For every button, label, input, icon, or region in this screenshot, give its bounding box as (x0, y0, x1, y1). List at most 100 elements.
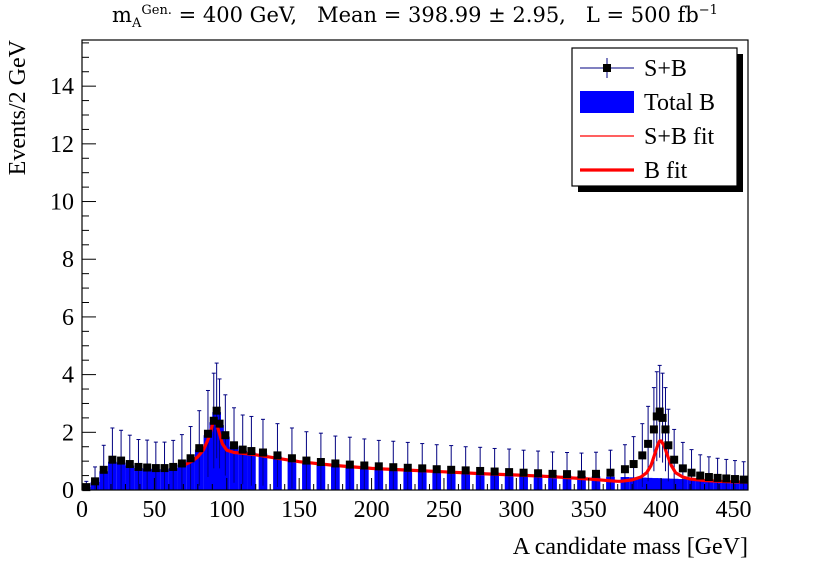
sb-data-marker (696, 471, 705, 480)
sb-data-marker (117, 456, 126, 465)
sb-data-marker (629, 460, 638, 469)
x-tick-label: 150 (281, 497, 317, 523)
x-tick-label: 100 (209, 497, 245, 523)
sb-data-marker (82, 483, 91, 492)
x-tick-label: 300 (498, 497, 534, 523)
sb-data-marker (151, 464, 160, 473)
y-tick-label: 2 (62, 420, 74, 446)
y-tick-label: 8 (62, 247, 74, 273)
total-b-bar (664, 478, 673, 490)
sb-data-marker (739, 475, 748, 484)
sb-data-marker (476, 466, 485, 475)
sb-data-marker (606, 468, 615, 477)
sb-data-marker (389, 463, 398, 472)
sb-data-marker (620, 465, 629, 474)
total-b-bar (643, 477, 653, 490)
legend-label: S+B fit (644, 124, 715, 150)
sb-data-marker (360, 461, 369, 470)
chart-title: mAGen. = 400 GeV, Mean = 398.99 ± 2.95, … (0, 3, 830, 31)
sb-data-marker (418, 464, 427, 473)
sb-data-marker (704, 473, 713, 482)
title-lumi-exponent: −1 (698, 3, 718, 18)
sb-data-marker (403, 463, 412, 472)
sb-fit-curve (620, 439, 749, 484)
x-tick-label: 200 (354, 497, 390, 523)
sb-data-marker (177, 459, 186, 468)
legend-box (571, 47, 738, 187)
title-m-sub: A (131, 16, 142, 32)
sb-data-marker (490, 467, 499, 476)
sb-data-marker (374, 462, 383, 471)
sb-data-marker (649, 425, 658, 434)
sb-data-marker (577, 470, 586, 479)
sb-data-marker (258, 448, 267, 457)
legend-total-b-swatch (580, 91, 634, 113)
sb-data-marker (195, 444, 204, 453)
sb-data-marker (221, 431, 230, 440)
sb-data-marker (722, 474, 731, 483)
legend-label: Total B (644, 90, 715, 116)
y-tick-label: 6 (62, 305, 74, 331)
x-tick-label: 50 (142, 497, 166, 523)
x-tick-label: 450 (716, 497, 752, 523)
sb-data-marker (345, 460, 354, 469)
sb-data-marker (548, 469, 557, 478)
title-mean: Mean = 398.99 ± 2.95, (317, 3, 566, 27)
sb-data-marker (638, 451, 647, 460)
sb-data-marker (713, 473, 722, 482)
title-m-super: Gen. (141, 3, 172, 18)
title-mass-value: = 400 GeV, (178, 3, 298, 27)
sb-data-marker (331, 459, 340, 468)
sb-data-marker (664, 441, 673, 450)
y-tick-label: 12 (50, 132, 74, 158)
legend-sb-marker (603, 64, 611, 72)
sb-data-marker (273, 451, 282, 460)
y-axis-title: Events/2 GeV (5, 39, 31, 175)
sb-data-marker (316, 458, 325, 467)
sb-data-marker (230, 441, 239, 450)
x-tick-label: 400 (643, 497, 679, 523)
sb-data-marker (247, 447, 256, 456)
y-tick-label: 0 (62, 478, 74, 504)
sb-data-marker (505, 468, 514, 477)
legend-entries: S+B Total B S+B fit B fit (580, 56, 715, 184)
sb-data-marker (186, 454, 195, 463)
sb-data-marker (661, 425, 670, 434)
sb-data-marker (461, 466, 470, 475)
x-tick-label: 250 (426, 497, 462, 523)
sb-data-marker (730, 475, 739, 484)
sb-data-marker (143, 463, 152, 472)
sb-data-marker (534, 469, 543, 478)
sb-data-marker (432, 465, 441, 474)
y-axis-ticks: 0 2 4 6 8 10 12 14 (50, 42, 96, 504)
sb-data-marker (678, 464, 687, 473)
sb-data-marker (591, 469, 600, 478)
sb-data-marker (652, 412, 661, 421)
sb-data-marker (134, 462, 143, 471)
sb-data-marker (287, 454, 296, 463)
x-axis-ticks: 0 50 100 150 200 250 300 350 400 450 (76, 478, 752, 523)
title-lumi: L = 500 fb (585, 3, 699, 27)
sb-marker-layer (82, 406, 748, 492)
y-tick-label: 10 (50, 190, 74, 216)
sb-data-marker (209, 416, 218, 425)
x-axis-title: A candidate mass [GeV] (513, 534, 748, 560)
x-tick-label: 350 (571, 497, 607, 523)
sb-data-marker (655, 407, 664, 416)
sb-data-marker (212, 406, 221, 415)
sb-data-marker (670, 455, 679, 464)
legend-label: S+B (644, 56, 687, 82)
sb-data-marker (519, 468, 528, 477)
sb-data-marker (160, 464, 169, 473)
sb-data-marker (302, 456, 311, 465)
sb-data-marker (215, 419, 224, 428)
x-tick-label: 0 (76, 497, 88, 523)
y-tick-label: 4 (62, 363, 74, 389)
sb-data-marker (203, 429, 212, 438)
legend: S+B Total B S+B fit B fit (571, 47, 743, 192)
sb-data-marker (644, 439, 653, 448)
sb-data-marker (563, 470, 572, 479)
sb-data-marker (99, 465, 108, 474)
sb-data-marker (108, 455, 117, 464)
